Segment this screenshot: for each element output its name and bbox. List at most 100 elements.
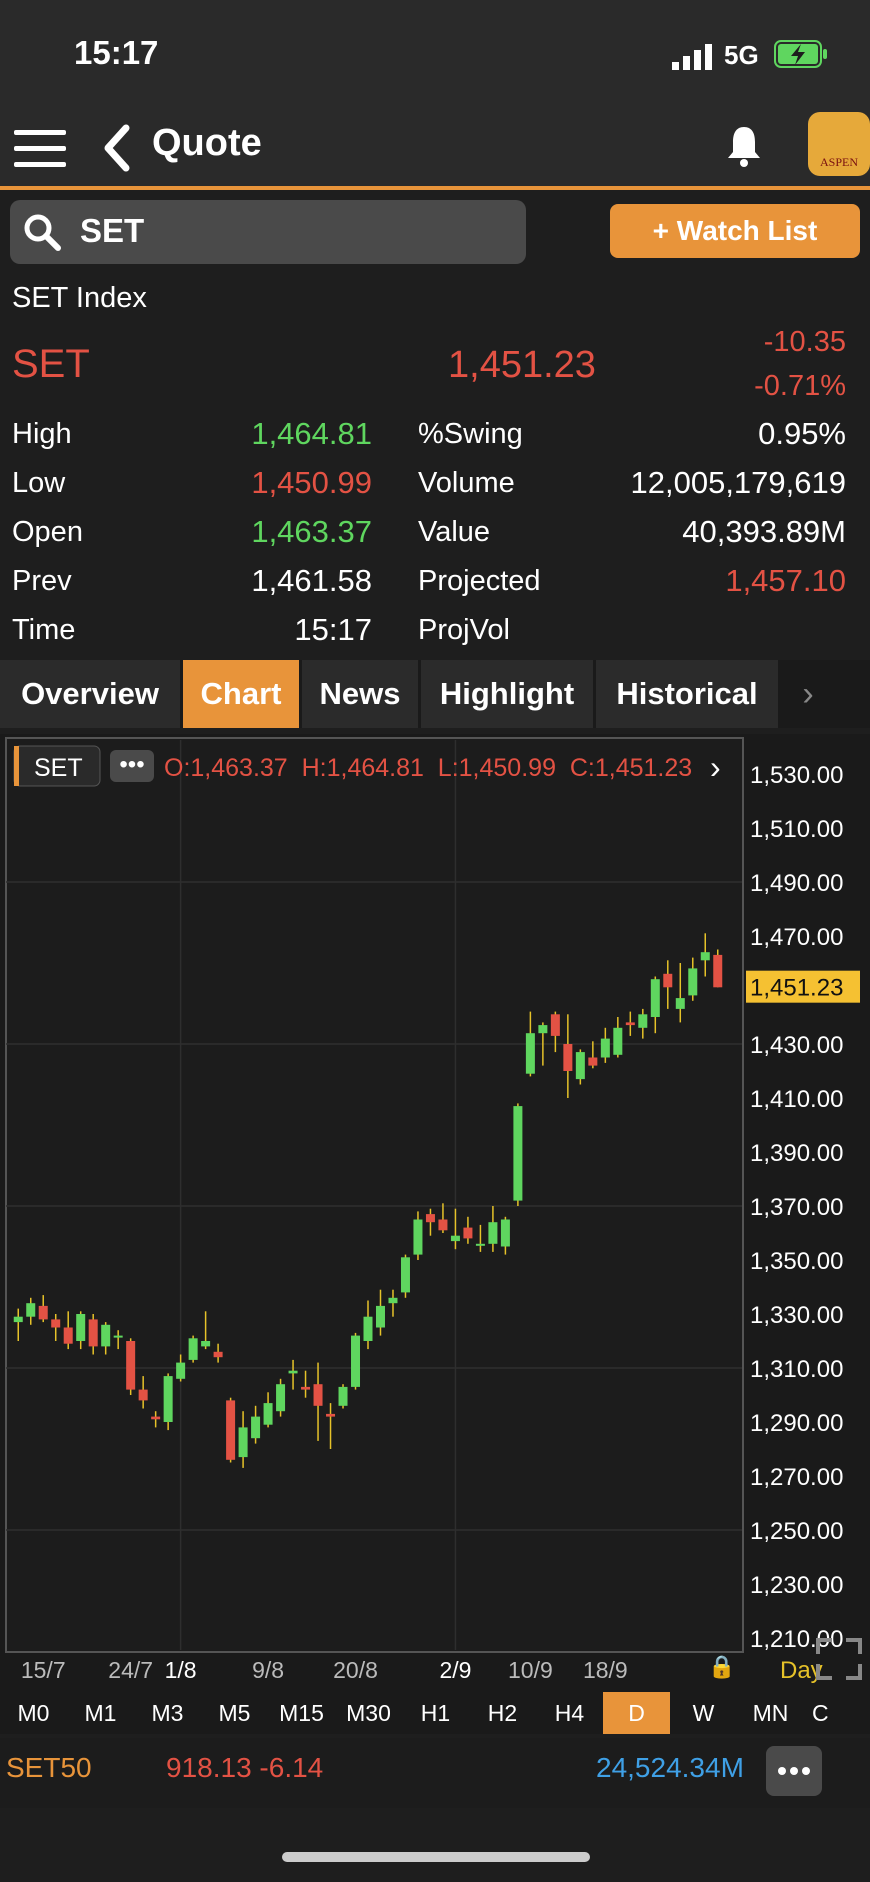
timeframe-h4[interactable]: H4 — [554, 1699, 585, 1726]
timeframe-mn[interactable]: MN — [752, 1699, 789, 1726]
tab-chart[interactable]: Chart — [183, 660, 299, 728]
y-axis-label: 1,310.00 — [750, 1356, 843, 1383]
candle — [563, 1014, 573, 1098]
timeframe-h1[interactable]: H1 — [420, 1699, 451, 1726]
timeframe-m15[interactable]: M15 — [279, 1699, 324, 1726]
candle-body — [13, 1316, 23, 1323]
stat-label-swing: %Swing — [418, 418, 523, 450]
candle — [288, 1359, 298, 1390]
lock-icon[interactable]: 🔒 — [708, 1655, 735, 1680]
chart-options-button[interactable] — [110, 750, 154, 782]
candle — [251, 1405, 261, 1444]
last-price: 1,451.23 — [448, 344, 596, 386]
tab-historical[interactable]: Historical — [596, 660, 778, 728]
candle — [313, 1362, 323, 1441]
candle-body — [488, 1222, 498, 1244]
candle-body — [301, 1386, 311, 1390]
candle-body — [163, 1376, 173, 1422]
ticker-price: 918.13 -6.14 — [166, 1752, 324, 1783]
add-watchlist-button[interactable]: + Watch List — [610, 204, 860, 258]
candle — [538, 1022, 548, 1066]
stat-value-time: 15:17 — [294, 612, 372, 647]
y-axis-label: 1,530.00 — [750, 762, 843, 789]
y-axis-label: 1,250.00 — [750, 1518, 843, 1545]
page-title: Quote — [152, 122, 262, 164]
back-chevron-icon[interactable] — [102, 124, 132, 172]
timeframe-m1[interactable]: M1 — [84, 1699, 117, 1726]
stat-label-open: Open — [12, 516, 83, 548]
home-indicator[interactable] — [282, 1852, 590, 1862]
tab-news[interactable]: News — [302, 660, 418, 728]
candle-body — [538, 1025, 548, 1034]
candle — [400, 1254, 410, 1298]
candle — [351, 1332, 361, 1390]
y-axis-label: 1,430.00 — [750, 1032, 843, 1059]
stat-label-value: Value — [418, 516, 491, 548]
search-input[interactable] — [80, 212, 500, 250]
y-axis-label: 1,370.00 — [750, 1194, 843, 1221]
candle — [588, 1041, 598, 1069]
candle-body — [388, 1297, 398, 1304]
candle-body — [700, 952, 710, 961]
candle — [688, 957, 698, 1001]
ticker-bar[interactable]: SET50 918.13 -6.14 24,524.34M — [0, 1738, 870, 1808]
timeframe-d[interactable]: D — [603, 1692, 670, 1734]
tab-overview[interactable]: Overview — [0, 660, 180, 728]
symbol-search[interactable] — [10, 200, 526, 264]
ticker-value: 24,524.34M — [596, 1752, 744, 1783]
bell-icon[interactable] — [726, 124, 762, 168]
candle — [26, 1297, 36, 1325]
more-icon: ••• — [119, 751, 144, 778]
timeframe-w[interactable]: W — [692, 1699, 715, 1726]
ticker-more-button[interactable] — [766, 1746, 822, 1796]
candle — [51, 1314, 61, 1341]
candle-body — [438, 1219, 448, 1231]
candle — [276, 1378, 286, 1417]
candle-body — [588, 1057, 598, 1066]
timeframe-m30[interactable]: M30 — [346, 1699, 391, 1726]
timeframe-m0[interactable]: M0 — [17, 1699, 50, 1726]
chart-ohlc: O:1,463.37 H:1,464.81 L:1,450.99 C:1,451… — [164, 754, 692, 782]
timeframe-m3[interactable]: M3 — [151, 1699, 184, 1726]
candle — [713, 949, 723, 988]
menu-icon[interactable] — [14, 128, 66, 170]
y-axis-label: 1,451.23 — [750, 975, 843, 1002]
x-axis-label: 9/8 — [252, 1657, 284, 1683]
candle-body — [613, 1027, 623, 1055]
candle — [301, 1370, 311, 1398]
tabs-scroll-right-icon[interactable]: › — [802, 674, 814, 713]
status-bar: 15:17 5G — [0, 0, 870, 110]
timeframe-h2[interactable]: H2 — [487, 1699, 518, 1726]
stat-value-high: 1,464.81 — [251, 416, 372, 451]
candle — [201, 1311, 211, 1350]
candle — [238, 1411, 248, 1468]
stat-value-projected: 1,457.10 — [725, 563, 846, 598]
candle — [425, 1208, 435, 1236]
candle-body — [463, 1227, 473, 1239]
candle — [463, 1216, 473, 1244]
stat-label-projected: Projected — [418, 565, 541, 597]
stat-label-time: Time — [12, 614, 76, 646]
candle — [38, 1295, 48, 1323]
candle-body — [113, 1335, 123, 1338]
fullscreen-icon[interactable] — [816, 1638, 862, 1680]
aspen-logo[interactable]: ASPEN — [808, 112, 870, 176]
y-axis-label: 1,490.00 — [750, 870, 843, 897]
candle-body — [713, 954, 723, 988]
price-chart[interactable]: 1,530.00 1,510.00 1,490.00 1,470.00 1,451.23… — [0, 734, 870, 1692]
candle — [513, 1103, 523, 1206]
tab-highlight[interactable]: Highlight — [421, 660, 593, 728]
stat-label-volume: Volume — [418, 467, 515, 499]
chart-header-scroll-icon[interactable]: › — [710, 749, 721, 785]
candle — [575, 1049, 585, 1085]
candle-body — [500, 1219, 510, 1247]
timeframe-c[interactable]: C — [812, 1699, 829, 1726]
candle-body — [375, 1305, 385, 1328]
candle-body — [563, 1044, 573, 1071]
x-axis-label: 18/9 — [583, 1657, 628, 1683]
y-axis-label: 1,390.00 — [750, 1140, 843, 1167]
candle-body — [251, 1416, 261, 1439]
candle — [675, 963, 685, 1023]
timeframe-bar: M0 M1 M3 M5 M15 M30 H1 H2 H4 D W MN C — [0, 1692, 870, 1734]
timeframe-m5[interactable]: M5 — [218, 1699, 251, 1726]
